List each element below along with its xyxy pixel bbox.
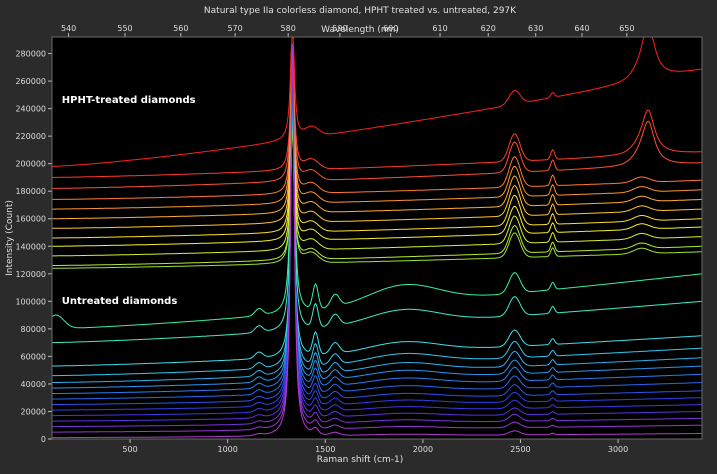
spectrum-line xyxy=(52,95,702,383)
x2-tick-label: 620 xyxy=(481,24,496,33)
y-tick-label: 240000 xyxy=(15,105,46,114)
spectrum-line xyxy=(52,81,702,394)
spectrum-line xyxy=(52,130,702,269)
spectrum-line xyxy=(52,43,702,433)
y-tick-label: 160000 xyxy=(15,215,46,224)
spectrum-line xyxy=(52,45,702,422)
y-tick-label: 0 xyxy=(41,435,46,444)
group-annotation: Untreated diamonds xyxy=(62,296,178,307)
spectrum-line xyxy=(52,74,703,400)
y-tick-label: 60000 xyxy=(21,352,46,361)
y-tick-label: 280000 xyxy=(15,50,46,59)
x2-tick-label: 630 xyxy=(528,24,543,33)
series-layer xyxy=(51,36,703,439)
spectrum-line xyxy=(52,36,703,167)
y-tick-label: 200000 xyxy=(15,160,46,169)
y-tick-label: 220000 xyxy=(15,132,46,141)
spectrum-line xyxy=(52,79,703,220)
spectrum-line xyxy=(52,60,702,411)
spectrum-line xyxy=(52,117,703,257)
x-tick-label: 1000 xyxy=(217,445,237,454)
spectrum-line xyxy=(52,60,702,200)
spectrum-line xyxy=(52,88,703,389)
x-tick-label: 3000 xyxy=(608,445,628,454)
x2-tick-label: 580 xyxy=(281,24,296,33)
x-tick-label: 2500 xyxy=(510,445,530,454)
y-tick-label: 140000 xyxy=(15,242,46,251)
axis-layer: 500 1000 1500 2000 2500 3000 540 550 560 570 580 59… xyxy=(15,24,634,454)
x-tick-label: 1500 xyxy=(315,445,335,454)
y-tick-label: 260000 xyxy=(15,77,46,86)
x2-tick-label: 590 xyxy=(332,24,347,33)
group-annotation: HPHT-treated diamonds xyxy=(62,95,196,106)
spectrum-line xyxy=(52,104,703,367)
y-tick-label: 80000 xyxy=(21,325,46,334)
spectrum-line xyxy=(52,52,702,417)
x2-tick-label: 610 xyxy=(432,24,447,33)
x2-tick-label: 640 xyxy=(574,24,589,33)
spectrum-line xyxy=(52,99,703,239)
spectrum-line xyxy=(52,77,703,344)
y-axis-label: Intensity (Count) xyxy=(5,200,15,276)
x2-tick-label: 600 xyxy=(383,24,398,33)
spectrum-line xyxy=(52,43,702,178)
x-axis-label: Raman shift (cm-1) xyxy=(317,455,403,465)
y-tick-label: 180000 xyxy=(15,187,46,196)
y-tick-label: 100000 xyxy=(15,297,46,306)
x2-axis-label: Wavelength (nm) xyxy=(321,25,399,35)
x-tick-label: 500 xyxy=(122,445,137,454)
spectrum-line xyxy=(52,48,702,189)
spectrum-line xyxy=(52,101,703,377)
x-tick-label: 2000 xyxy=(413,445,433,454)
spectrum-line xyxy=(52,49,702,439)
chart-title: Natural type IIa colorless diamond, HPHT… xyxy=(204,6,517,16)
spectrum-line xyxy=(52,70,702,210)
spectrum-line xyxy=(51,89,702,229)
spectrum-line xyxy=(52,107,702,247)
y-tick-label: 20000 xyxy=(21,407,46,416)
y-tick-label: 40000 xyxy=(21,380,46,389)
annotation-layer: HPHT-treated diamonds Untreated diamonds xyxy=(62,95,196,307)
spectrum-line xyxy=(52,67,702,406)
x2-tick-label: 560 xyxy=(173,24,188,33)
x2-tick-label: 550 xyxy=(117,24,132,33)
x2-tick-label: 570 xyxy=(227,24,242,33)
x2-tick-label: 650 xyxy=(619,24,634,33)
spectrum-line xyxy=(52,126,702,266)
x2-tick-label: 540 xyxy=(61,24,76,33)
spectrum-line xyxy=(51,60,703,329)
spectrum-line xyxy=(52,44,703,428)
y-tick-label: 120000 xyxy=(15,270,46,279)
plot-frame xyxy=(51,36,703,440)
